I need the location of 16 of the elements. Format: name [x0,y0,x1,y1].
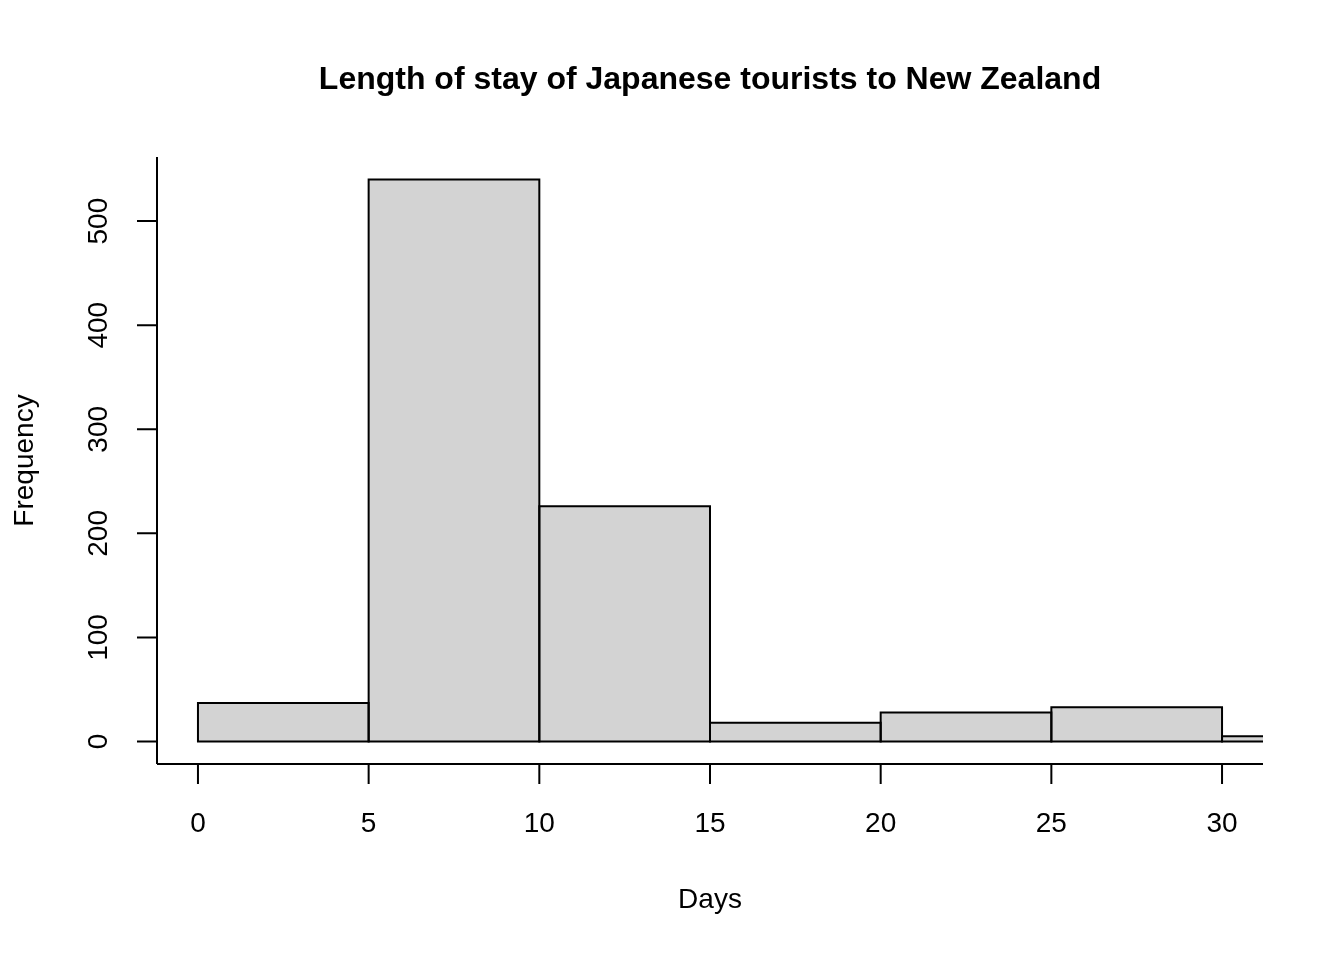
y-tick-label: 200 [81,510,113,557]
x-tick-label: 30 [1206,806,1238,838]
y-tick-label: 0 [81,733,113,750]
x-tick-label: 20 [865,806,897,838]
chart-title: Length of stay of Japanese tourists to New Zealand [318,59,1102,96]
y-tick-label: 300 [81,405,113,453]
y-tick-label: 100 [81,614,113,661]
x-tick-label: 25 [1035,806,1067,838]
y-tick-label: 400 [81,301,113,349]
y-tick-label: 500 [81,197,113,245]
x-tick-label: 0 [190,806,206,838]
x-tick-label: 10 [523,806,555,838]
y-axis-title: Frequency [7,394,39,527]
x-tick-label: 15 [694,806,726,838]
x-tick-label: 5 [360,806,377,838]
x-axis-title: Days [678,882,742,914]
